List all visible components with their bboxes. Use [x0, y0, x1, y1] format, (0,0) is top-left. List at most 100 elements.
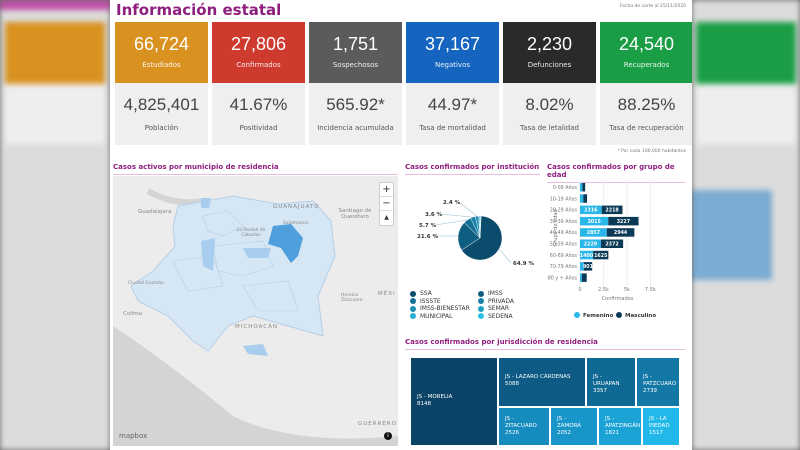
legend-item[interactable]: SEDENA [478, 313, 513, 320]
bar-value-label: 1625 [594, 253, 607, 259]
age-bar-masculino[interactable] [581, 273, 587, 282]
age-bar-masculino[interactable] [600, 239, 624, 249]
treemap-cell[interactable]: JS - LAZARO CÁRDENAS 5088 [498, 357, 586, 407]
legend-item[interactable]: PRIVADA [478, 298, 514, 305]
stat-card-top: 2,230 Defunciones [503, 22, 596, 83]
mapbox-logo[interactable]: mapbox [119, 432, 148, 440]
stat-card: 1,751 Sospechosos 565.92* Incidencia acumul… [309, 22, 402, 145]
legend-label: ISSSTE [420, 297, 441, 305]
stat-card: 37,167 Negativos 44.97* Tasa de mortalidad [406, 22, 499, 145]
stat-label: Confirmados [236, 61, 281, 69]
stat-card-top: 66,724 Estudiados [115, 22, 208, 83]
bar-value-label: 2316 [584, 208, 598, 214]
legend-item[interactable]: IMSS-BIENESTAR [410, 305, 470, 312]
stat-card: 2,230 Defunciones 8.02% Tasa de letalidad [503, 22, 596, 145]
legend-label: IMSS-BIENESTAR [420, 305, 470, 312]
age-bar-femenino[interactable] [580, 216, 609, 226]
legend-item[interactable]: MUNICIPAL [410, 313, 452, 320]
map-label: GUANAJUATO [273, 204, 320, 210]
treemap-cell[interactable]: JS - URUAPAN 3357 [586, 357, 636, 407]
stat-sub-label: Tasa de recuperación [609, 124, 684, 132]
legend-swatch [478, 290, 484, 297]
treemap-cell-value: 3357 [593, 388, 607, 395]
treemap-cell[interactable]: JS - ZITACUARO 2526 [498, 407, 550, 446]
treemap-cell-name: JS - MORELIA [417, 394, 453, 400]
age-bar-femenino[interactable] [580, 194, 584, 203]
treemap-cell[interactable]: JS - MORELIA 8148 [410, 357, 498, 446]
y-axis-label: Grupo de edad [553, 209, 559, 246]
treemap-cell[interactable]: JS - LA PIEDAD 1517 [642, 407, 680, 446]
map-label: Ciudad Guzmán [128, 281, 164, 286]
age-bar-femenino[interactable] [580, 273, 582, 282]
legend-label: PRIVADA [488, 297, 515, 305]
stat-label: Recuperados [623, 61, 670, 69]
pie-leader-line [498, 248, 512, 264]
highlighted-municipality [268, 224, 303, 263]
treemap-cell-value: 2526 [505, 430, 519, 437]
zoom-out-button[interactable]: − [380, 197, 393, 211]
x-tick-label: 5k [624, 287, 630, 293]
age-bar-femenino[interactable] [580, 183, 583, 192]
y-tick-label: 0-09 Años [553, 185, 578, 191]
legend-item[interactable]: ISSSTE [410, 298, 441, 305]
legend-item[interactable]: SSA [410, 290, 432, 297]
legend-item[interactable]: IMSS [478, 290, 503, 297]
map-label: La Piedad de Cabadas [236, 228, 266, 238]
page-title: Información estatal [116, 1, 282, 19]
map[interactable]: Guadalajara GUANAJUATO Santiago de Queré… [113, 176, 398, 446]
bar-value-label: 2944 [614, 230, 628, 236]
info-icon[interactable]: i [384, 432, 392, 440]
stat-value: 2,230 [526, 34, 573, 54]
treemap-cell[interactable]: JS - PATZCUARO 2739 [636, 357, 680, 407]
stat-card: 66,724 Estudiados 4,825,401 Población [115, 22, 208, 145]
stat-sub-value: 88.25% [617, 95, 676, 114]
legend-item[interactable]: SEMAR [478, 305, 509, 312]
stat-card: 27,806 Confirmados 41.67% Positividad [212, 22, 305, 145]
age-bar-femenino[interactable] [580, 228, 607, 237]
treemap-cell[interactable]: JS - ZAMORA 2052 [550, 407, 598, 446]
pie-slice[interactable] [461, 215, 503, 261]
bar-value-label: 901 [583, 264, 593, 270]
map-controls: + − ▲ [379, 182, 394, 226]
pie-label: 21.6 % [417, 234, 438, 240]
blurred-background-left [0, 0, 110, 450]
legend-swatch [410, 290, 416, 297]
y-tick-label: 80 y + Años [548, 275, 578, 281]
stat-sub-label: Tasa de letalidad [520, 124, 579, 132]
legend-label: IMSS [488, 290, 503, 297]
age-bar-masculino[interactable] [582, 183, 586, 192]
pie-label: 3.6 % [425, 212, 443, 218]
pie-slice[interactable] [479, 215, 482, 239]
legend-label: SSA [420, 290, 432, 297]
age-bar-masculino[interactable] [606, 228, 635, 237]
age-bar-femenino[interactable] [580, 205, 602, 215]
zoom-in-button[interactable]: + [380, 183, 393, 197]
legend-swatch [574, 312, 580, 318]
y-tick-label: 60-69 Años [550, 253, 578, 259]
treemap-cell-name: JS - APATZINGÁN [605, 416, 641, 430]
age-bar-masculino[interactable] [583, 262, 593, 271]
stat-card-bottom: 8.02% Tasa de letalidad [503, 83, 596, 145]
age-bar-masculino[interactable] [608, 216, 639, 226]
compass-button[interactable]: ▲ [384, 214, 389, 221]
stat-label: Negativos [434, 61, 471, 69]
treemap-cell-name: JS - ZITACUARO [505, 416, 537, 430]
stat-sub-value: 4,825,401 [123, 95, 200, 114]
pie-title: Casos confirmados por institución [405, 163, 540, 175]
age-bar-femenino[interactable] [580, 239, 601, 249]
age-bar-masculino[interactable] [583, 194, 588, 203]
treemap-cell-value: 1517 [649, 430, 663, 437]
y-tick-label: 50-59 Años [550, 242, 578, 248]
age-bar-masculino[interactable] [601, 205, 623, 215]
bar-value-label: 2857 [587, 230, 600, 236]
treemap-cell[interactable]: JS - APATZINGÁN 1821 [598, 407, 642, 446]
age-bar-femenino[interactable] [580, 262, 584, 271]
age-bar-femenino[interactable] [580, 250, 594, 260]
legend-swatch [410, 313, 416, 319]
stat-card-top: 37,167 Negativos [406, 22, 499, 83]
stat-sub-label: Población [144, 124, 179, 132]
age-bar-masculino[interactable] [593, 250, 609, 260]
blurred-background-right [692, 0, 800, 450]
legend-label: MUNICIPAL [420, 312, 453, 320]
bar-value-label: 2218 [605, 208, 619, 214]
